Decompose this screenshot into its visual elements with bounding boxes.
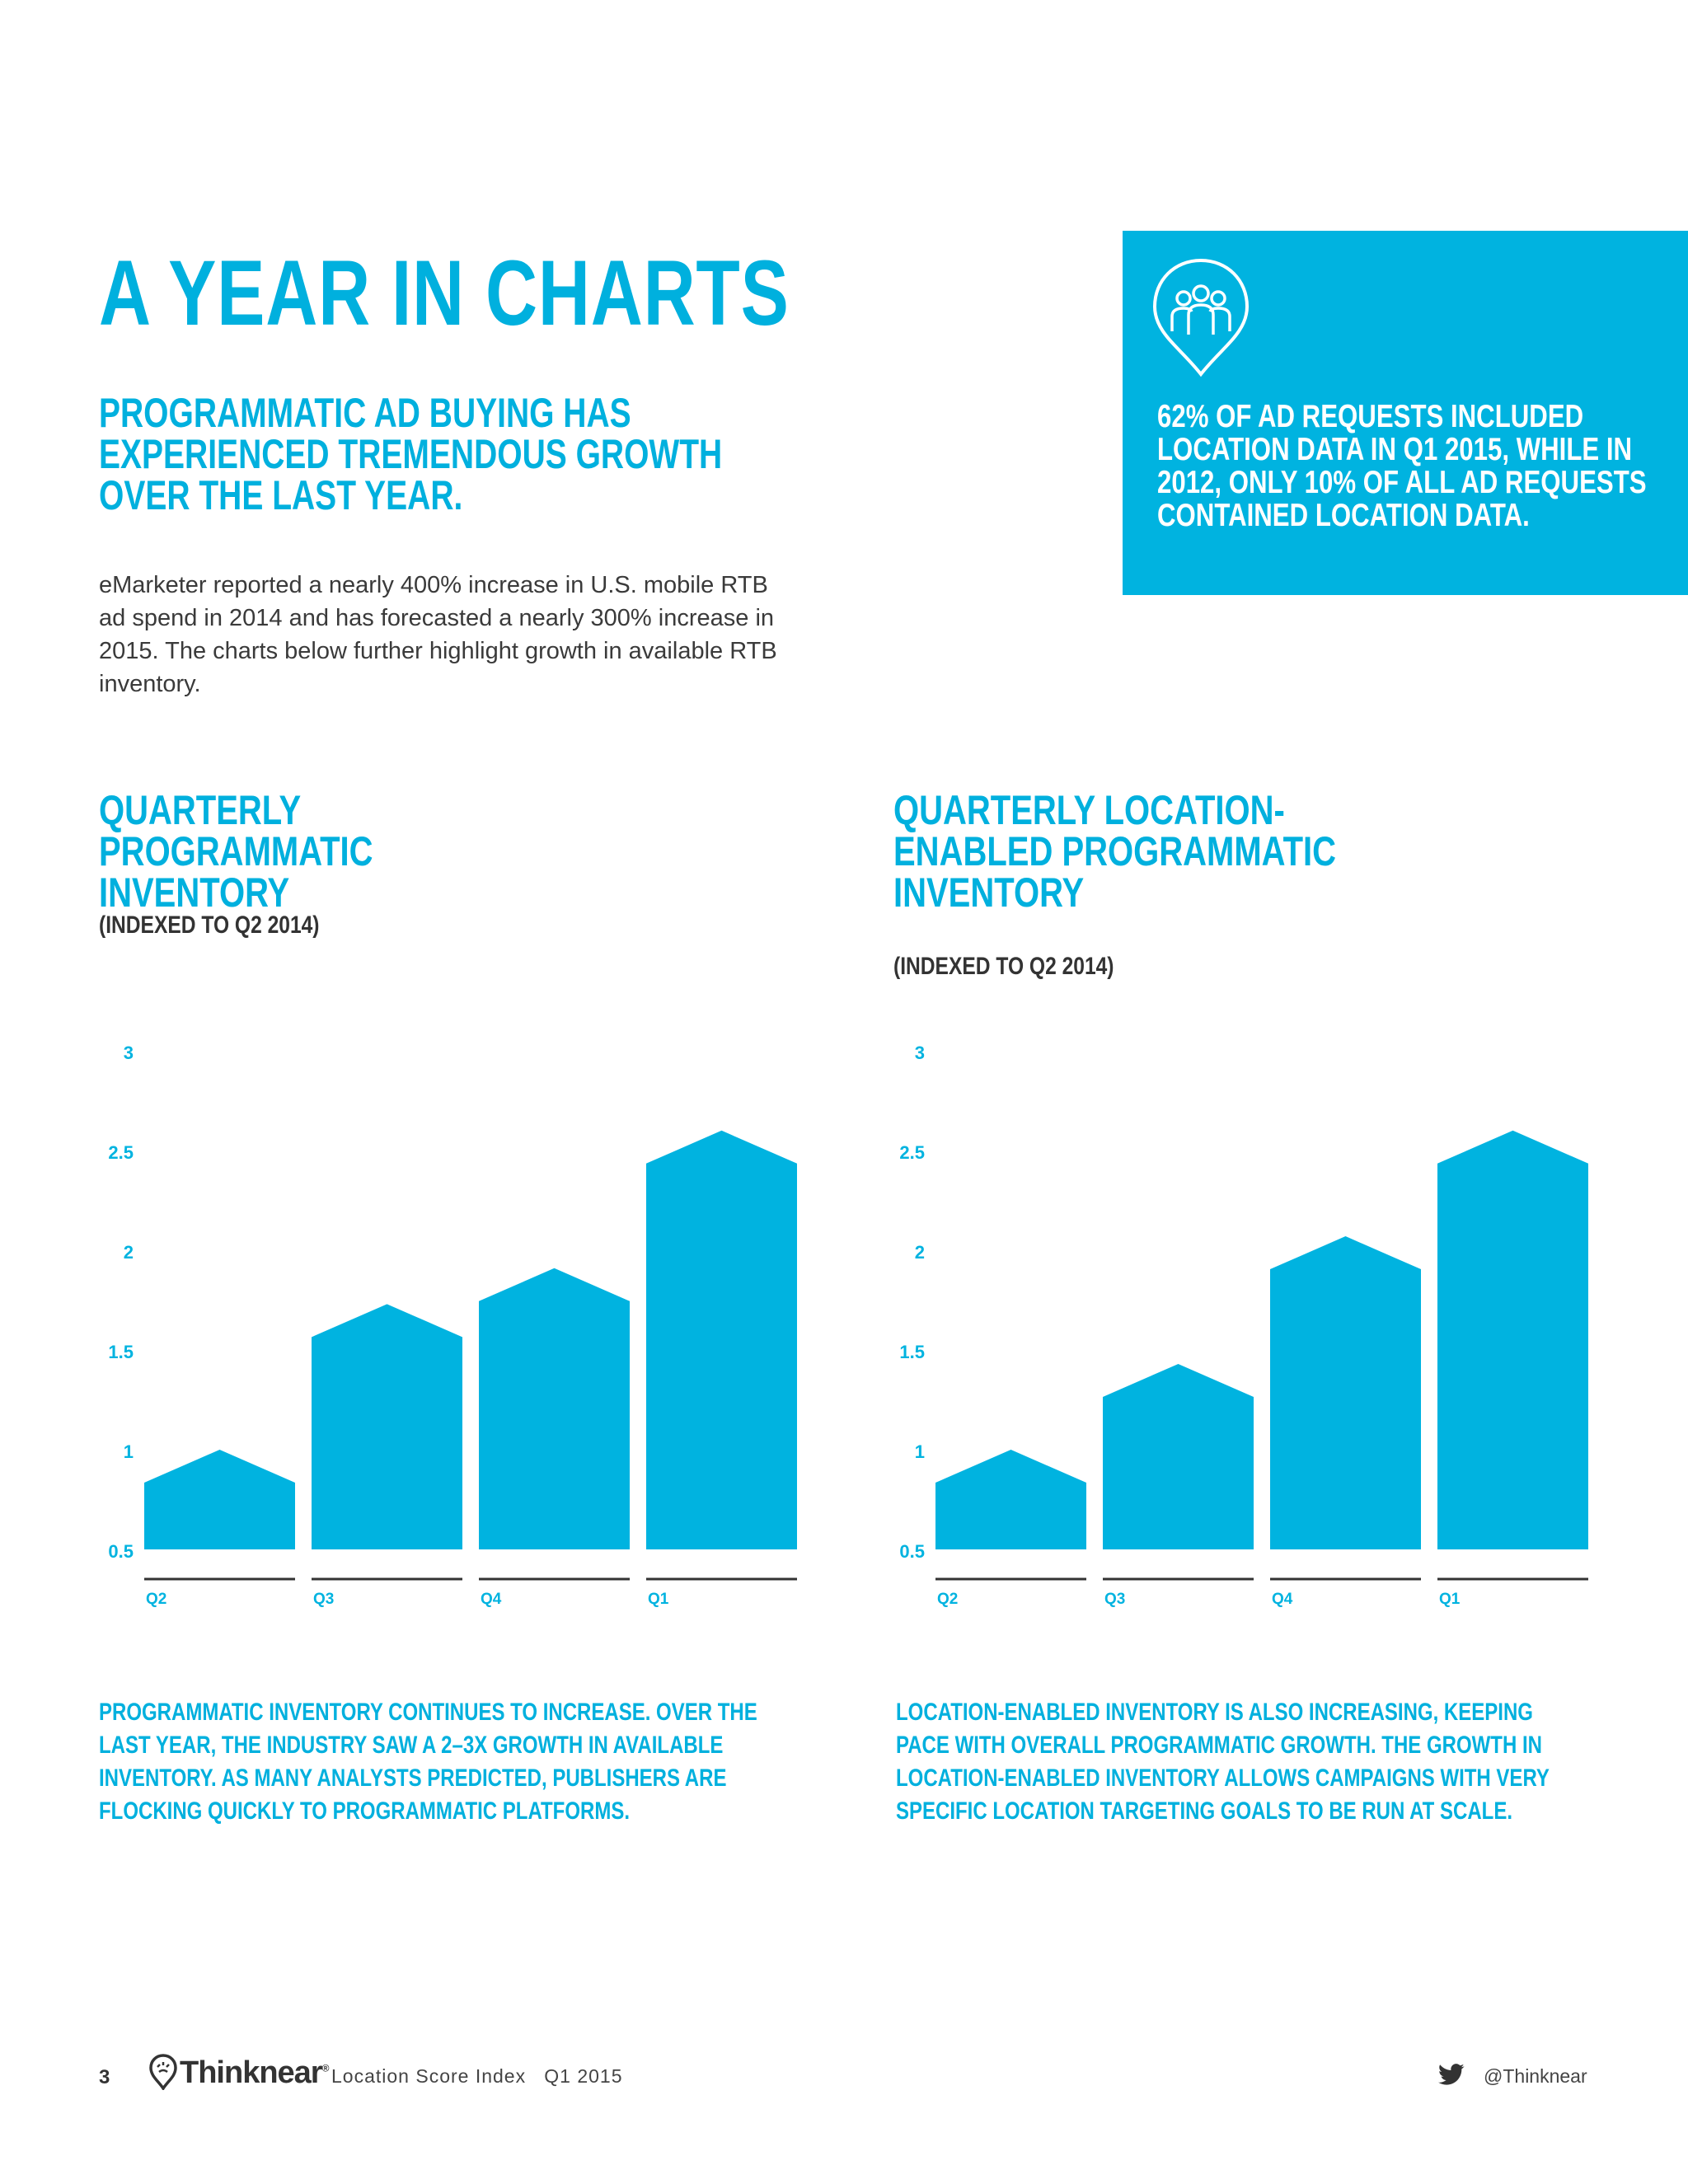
x-tick-label: Q1 <box>1439 1591 1461 1608</box>
y-tick-label: 0.5 <box>108 1541 134 1562</box>
bar-q2 <box>144 1450 295 1549</box>
bar-q3 <box>1103 1363 1254 1549</box>
twitter-bird-icon[interactable] <box>1437 2064 1465 2087</box>
page-subtitle: PROGRAMMATIC AD BUYING HAS EXPERIENCED T… <box>99 390 723 518</box>
bar-q4 <box>1270 1236 1421 1549</box>
y-tick-label: 0.5 <box>899 1541 925 1562</box>
chart-1-subtitle: (INDEXED TO Q2 2014) <box>99 912 320 939</box>
y-tick-label: 2 <box>124 1242 134 1263</box>
y-tick-label: 1 <box>915 1441 925 1462</box>
publication-label: Location Score Index Q1 2015 <box>331 2065 623 2087</box>
x-tick-label: Q3 <box>313 1591 334 1608</box>
y-tick-label: 1.5 <box>108 1342 134 1362</box>
y-tick-label: 3 <box>915 1043 925 1063</box>
y-tick-label: 1.5 <box>899 1342 925 1362</box>
people-pin-icon <box>1152 258 1250 377</box>
chart-1-title: QUARTERLY PROGRAMMATIC INVENTORY <box>99 787 373 916</box>
y-tick-label: 2.5 <box>899 1142 925 1163</box>
brand-name: Thinknear® <box>180 2055 330 2090</box>
chart-2-subtitle: (INDEXED TO Q2 2014) <box>893 953 1114 980</box>
stat-callout-box: 62% OF AD REQUESTS INCLUDED LOCATION DAT… <box>1123 231 1688 595</box>
chart-2-plot: 0.5 1 1.5 2 2.5 3 Q2 Q3 Q4 Q1 <box>899 1043 1588 1608</box>
chart-1-plot: 0.5 1 1.5 2 2.5 3 Q2 Q3 Q4 Q1 <box>108 1043 797 1608</box>
bar-q3 <box>312 1304 462 1549</box>
twitter-handle[interactable]: @Thinknear <box>1484 2065 1587 2087</box>
x-tick-label: Q1 <box>648 1591 669 1608</box>
bar-q1 <box>1437 1130 1588 1549</box>
x-tick-label: Q3 <box>1104 1591 1125 1608</box>
chart-1-caption: PROGRAMMATIC INVENTORY CONTINUES TO INCR… <box>99 1699 757 1825</box>
x-tick-label: Q2 <box>937 1591 958 1608</box>
page-title: A YEAR IN CHARTS <box>99 241 790 344</box>
chart-2-title: QUARTERLY LOCATION-ENABLED PROGRAMMATIC … <box>893 787 1337 916</box>
bar-q1 <box>646 1130 797 1549</box>
x-tick-label: Q4 <box>481 1591 502 1608</box>
registered-mark: ® <box>321 2062 330 2074</box>
y-tick-label: 3 <box>124 1043 134 1063</box>
bar-q4 <box>479 1268 630 1549</box>
chart-2-caption: LOCATION-ENABLED INVENTORY IS ALSO INCRE… <box>896 1699 1550 1825</box>
x-tick-label: Q2 <box>146 1591 166 1608</box>
stat-text: 62% OF AD REQUESTS INCLUDED LOCATION DAT… <box>1157 399 1647 533</box>
x-tick-label: Q4 <box>1272 1591 1293 1608</box>
page-number: 3 <box>99 2066 110 2088</box>
y-tick-label: 2.5 <box>108 1142 134 1163</box>
y-tick-label: 2 <box>915 1242 925 1263</box>
y-tick-label: 1 <box>124 1441 134 1462</box>
bar-q2 <box>935 1450 1086 1549</box>
intro-paragraph: eMarketer reported a nearly 400% increas… <box>99 572 777 697</box>
thinknear-pin-logo-icon <box>149 2054 177 2090</box>
